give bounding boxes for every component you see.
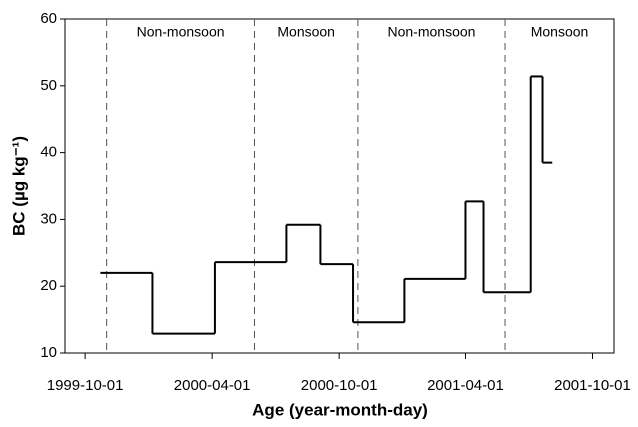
- period-label: Monsoon: [531, 24, 589, 40]
- x-tick-label: 2001-04-01: [427, 377, 504, 394]
- y-tick-label: 60: [40, 10, 57, 27]
- period-label: Monsoon: [277, 24, 335, 40]
- x-tick-label: 2000-10-01: [301, 377, 378, 394]
- y-tick-label: 20: [40, 277, 57, 294]
- y-axis-title: BC (µg kg⁻¹): [9, 136, 28, 236]
- x-axis-title: Age (year-month-day): [252, 400, 428, 419]
- period-label: Non-monsoon: [387, 24, 475, 40]
- period-label: Non-monsoon: [137, 24, 225, 40]
- x-tick-label: 2000-04-01: [174, 377, 251, 394]
- y-tick-label: 50: [40, 77, 57, 94]
- y-tick-label: 40: [40, 144, 57, 161]
- y-tick-label: 30: [40, 210, 57, 227]
- x-tick-label: 1999-10-01: [47, 377, 124, 394]
- x-tick-label: 2001-10-01: [554, 377, 631, 394]
- y-tick-label: 10: [40, 344, 57, 361]
